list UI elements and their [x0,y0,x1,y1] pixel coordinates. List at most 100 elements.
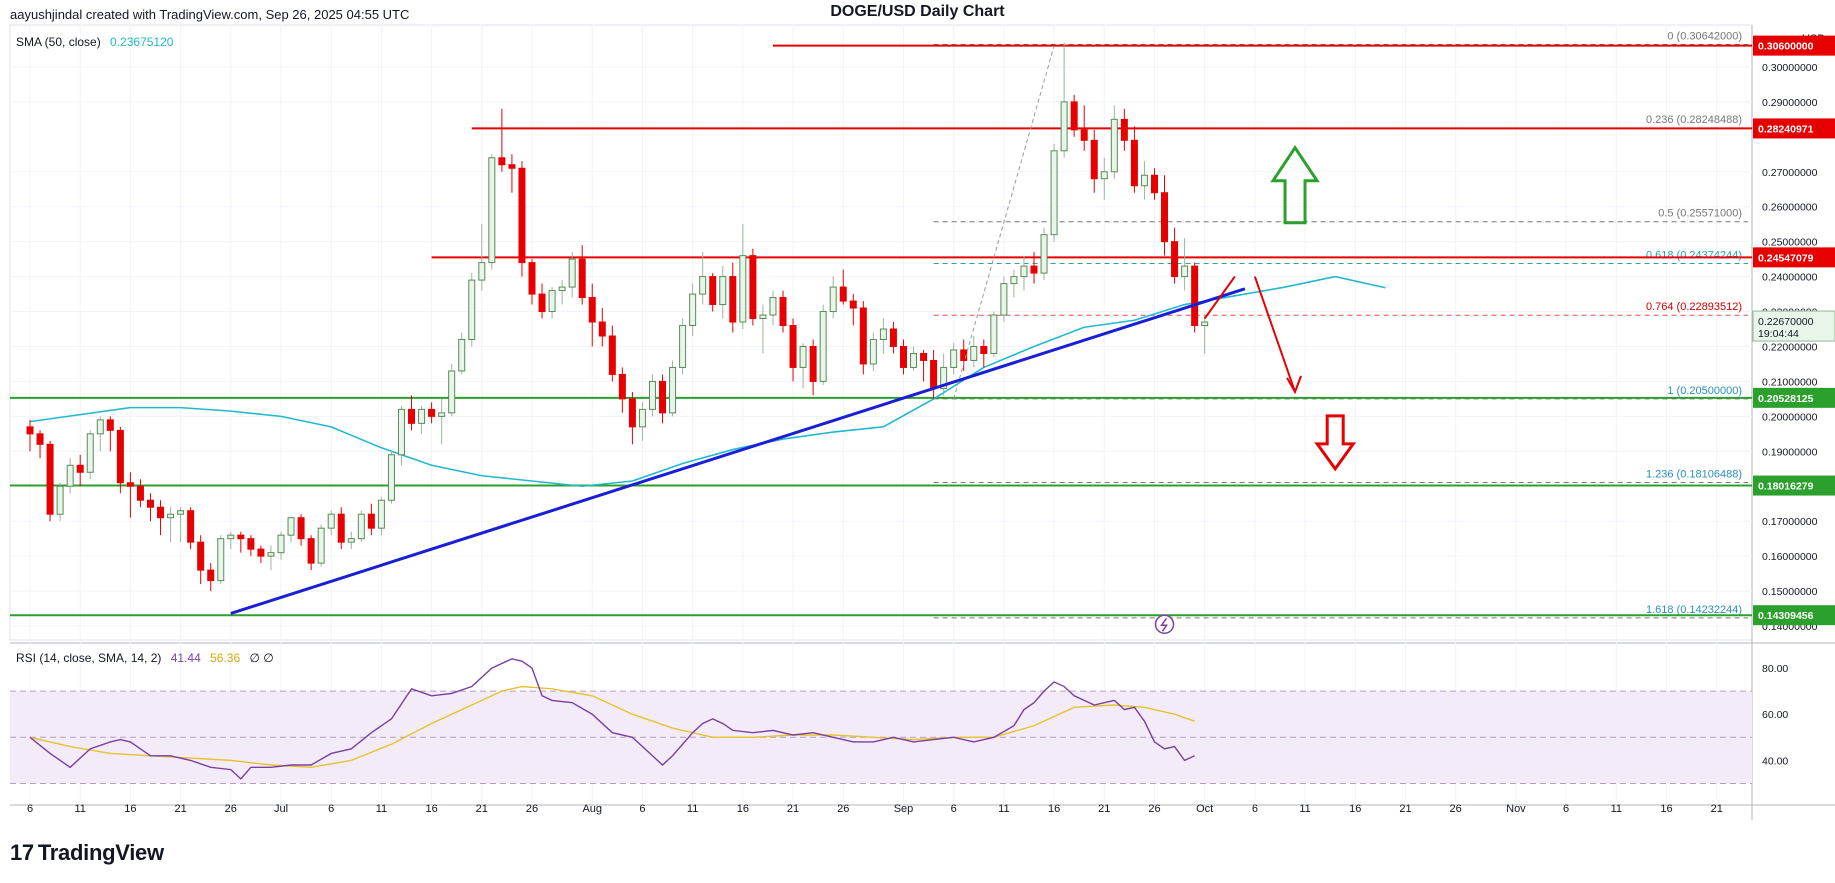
candle-body [568,258,576,288]
sma-legend-value: 0.23675120 [110,35,174,49]
bearish-candle [899,339,907,375]
candle-body [478,262,486,281]
bearish-candle [76,454,84,487]
x-tick-label: 11 [1611,803,1622,815]
support-price-tag: 0.20528125 [1758,393,1814,405]
candle-body [769,297,777,316]
bearish-candle [809,339,817,396]
candle-body [458,338,466,372]
bullish-candle [167,507,175,543]
candle-body [167,513,175,519]
fib-level-label: 1.618 (0.14232244) [1646,604,1742,616]
resistance-price-tag-bg [1753,35,1835,56]
bearish-candle [889,322,897,354]
candle-body [659,380,667,414]
x-tick-label: 16 [1660,803,1672,815]
x-tick-label: 16 [1048,803,1060,815]
bullish-candle [759,304,767,354]
bullish-candle [669,360,677,417]
fib-level-label: 0.5 (0.25571000) [1658,208,1742,220]
bullish-candle [1140,161,1148,200]
last-price-tag-bg [1752,310,1835,342]
x-tick-label: 11 [74,803,85,815]
candle-body [910,352,918,368]
x-tick-label: Nov [1506,803,1526,815]
bullish-candle [1050,143,1058,242]
y-tick-label: 0.26000000 [1762,202,1818,214]
bullish-candle [1110,105,1118,179]
x-tick-label: 21 [1711,803,1723,815]
x-tick-label: 21 [787,803,799,815]
resistance-price-tag-bg [1753,118,1835,139]
bullish-candle [879,318,887,354]
candle-body [809,345,817,382]
sma-legend[interactable]: SMA (50, close) 0.23675120 [16,35,173,49]
bullish-candle [458,332,466,375]
candle-body [709,276,717,306]
candle-body [930,359,938,389]
bullish-candle [829,276,837,319]
candle-body [1140,174,1148,187]
candle-body [408,408,416,424]
candle-body [689,293,697,327]
bullish-candle [217,535,225,585]
lightning-icon [1154,614,1175,635]
y-tick-label: 0.19000000 [1762,446,1818,458]
bearish-candle [839,269,847,305]
resistance-price-tag: 0.28240971 [1758,123,1814,135]
candle-body [66,464,74,487]
bullish-candle [689,283,697,336]
bar-countdown: 19:04:44 [1758,328,1799,340]
projection-line [1253,276,1296,393]
candle-body [1100,171,1108,180]
bearish-candle [408,395,416,431]
candle-body [960,349,968,361]
x-tick-label: 6 [1252,803,1258,815]
candle-body [277,534,285,554]
rsi-sma-line [29,685,1195,769]
bullish-candle [448,363,456,417]
candle-body [729,276,737,323]
candle-body [347,538,355,543]
candle-body [116,429,124,484]
bullish-candle [1010,269,1018,298]
candle-body [628,398,636,428]
candle-body [1171,241,1179,278]
bullish-candle [950,342,958,375]
bullish-candle [568,252,576,298]
bearish-candle [136,479,144,508]
x-tick-label: 16 [124,803,136,815]
candle-body [307,538,315,564]
bullish-candle [357,510,365,543]
bullish-candle [1000,276,1008,323]
candle-body [669,366,677,414]
bearish-candle [337,507,345,550]
bearish-candle [729,262,737,333]
bearish-candle [628,391,636,445]
candle-body [337,513,345,543]
byline: aayushjindal created with TradingView.co… [10,7,410,22]
bullish-candle [418,405,426,434]
y-tick-label: 0.29000000 [1762,97,1818,109]
bearish-candle [197,535,205,585]
tradingview-logo[interactable]: 17 TradingView [10,840,164,866]
bearish-candle [1090,129,1098,193]
candle-body [46,443,54,515]
rsi-sma-legend-value: 56.36 [210,651,241,665]
bearish-candle [1161,175,1169,256]
y-tick-label: 0.30000000 [1762,62,1818,74]
x-tick-label: 6 [951,803,957,815]
bearish-candle [1120,108,1128,151]
bullish-candle [679,318,687,375]
bearish-candle [779,290,787,333]
x-tick-label: 21 [1399,803,1411,815]
rsi-legend[interactable]: RSI (14, close, SMA, 14, 2) 41.44 56.36 … [16,651,274,665]
fib-level-label: 0.236 (0.28248488) [1646,114,1742,126]
candle-body [448,370,456,414]
bullish-candle [769,290,777,326]
y-tick-label: 0.27000000 [1762,167,1818,179]
rsi-legend-label: RSI (14, close, SMA, 14, 2) [16,651,162,665]
bullish-candle [277,531,285,560]
